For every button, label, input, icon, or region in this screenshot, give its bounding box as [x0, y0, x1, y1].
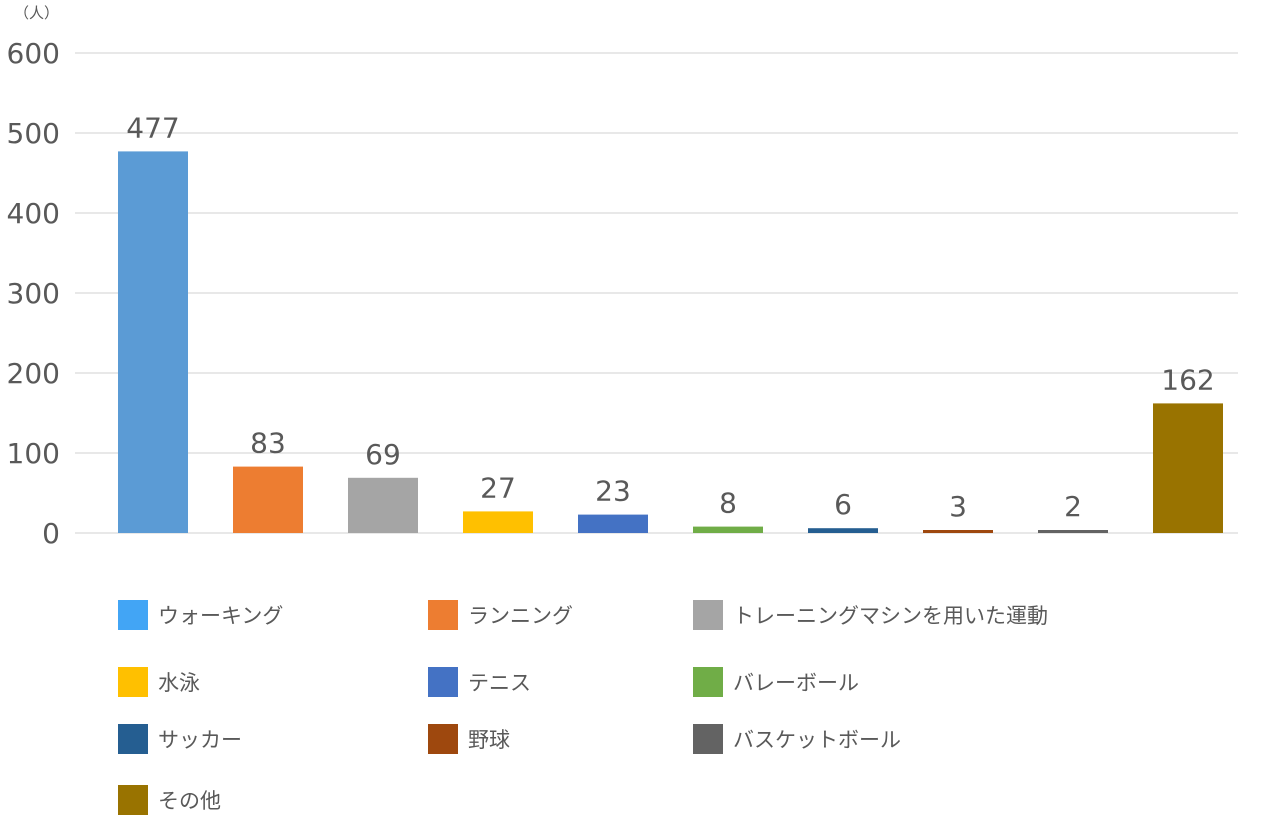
legend-swatch: [428, 667, 458, 697]
legend-label: バレーボール: [733, 671, 859, 695]
legend-swatch: [693, 600, 723, 630]
legend-item: バレーボール: [693, 667, 859, 697]
legend-label: テニス: [468, 671, 531, 695]
bar: [1153, 403, 1223, 533]
legend-label: バスケットボール: [733, 728, 901, 752]
legend-swatch: [118, 724, 148, 754]
legend-item: サッカー: [118, 724, 242, 754]
y-tick-label: 200: [7, 357, 60, 390]
legend-item: ウォーキング: [118, 600, 283, 630]
legend: ウォーキング ランニング トレーニングマシンを用いた運動水泳 テニス バレーボールサッカ…: [118, 600, 1238, 816]
y-tick-label: 100: [7, 437, 60, 470]
bar: [1038, 530, 1108, 533]
bar: [348, 477, 418, 533]
legend-label: その他: [158, 789, 221, 813]
bar: [463, 511, 533, 533]
legend-swatch: [118, 785, 148, 815]
legend-label: サッカー: [158, 728, 242, 752]
data-label: 162: [1161, 363, 1214, 396]
y-tick-label: 300: [7, 277, 60, 310]
legend-label: トレーニングマシンを用いた運動: [733, 604, 1048, 628]
gridlines: [75, 52, 1238, 534]
bar: [118, 151, 188, 533]
data-label: 23: [595, 475, 631, 508]
data-label: 2: [1064, 490, 1082, 523]
data-label: 6: [834, 488, 852, 521]
y-axis-tick-labels: 0 100 200 300 400 500 600: [7, 37, 60, 550]
legend-swatch: [118, 667, 148, 697]
legend-swatch: [693, 667, 723, 697]
data-label: 8: [719, 487, 737, 520]
legend-swatch: [693, 724, 723, 754]
y-axis-unit-label: （人）: [14, 4, 59, 22]
legend-swatch: [428, 600, 458, 630]
bar: [233, 466, 303, 533]
legend-swatch: [118, 600, 148, 630]
legend-item: その他: [118, 785, 221, 815]
bar: [578, 514, 648, 533]
y-tick-label: 0: [42, 517, 60, 550]
bar: [808, 528, 878, 533]
bar: [693, 526, 763, 533]
y-tick-label: 400: [7, 197, 60, 230]
legend-label: 水泳: [158, 671, 200, 695]
data-labels: 477 83 69 27 23 8 6 3 2 162: [126, 111, 1214, 523]
legend-item: トレーニングマシンを用いた運動: [693, 600, 1048, 630]
data-label: 477: [126, 111, 179, 144]
legend-item: 野球: [428, 724, 510, 754]
legend-swatch: [428, 724, 458, 754]
data-label: 69: [365, 438, 401, 471]
legend-item: バスケットボール: [693, 724, 901, 754]
y-tick-label: 500: [7, 117, 60, 150]
legend-item: 水泳: [118, 667, 200, 697]
legend-label: ランニング: [468, 604, 573, 628]
bar: [923, 530, 993, 533]
y-tick-label: 600: [7, 37, 60, 70]
data-label: 3: [949, 490, 967, 523]
legend-label: ウォーキング: [158, 604, 284, 628]
legend-item: ランニング: [428, 600, 573, 630]
bars: [118, 151, 1223, 533]
legend-item: テニス: [428, 667, 531, 697]
data-label: 27: [480, 471, 516, 504]
data-label: 83: [250, 427, 286, 460]
legend-label: 野球: [468, 728, 510, 752]
